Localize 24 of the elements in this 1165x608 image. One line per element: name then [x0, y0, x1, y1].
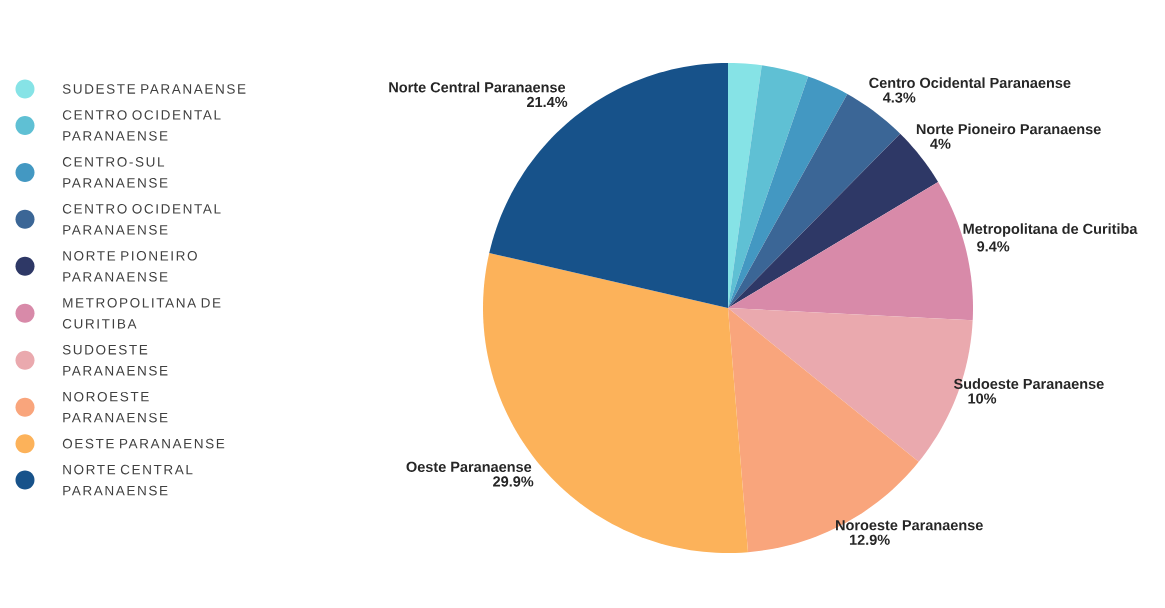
legend-label: SUDESTE PARANAENSE: [62, 84, 246, 94]
legend-label: CENTRO-SUL PARANAENSE: [62, 157, 168, 188]
data-label: 4%: [930, 138, 951, 149]
legend-label: CENTRO OCIDENTAL PARANAENSE: [62, 110, 221, 141]
text: Norte Pioneiro Paranaense: [916, 123, 1101, 135]
text: Metropolitana de Curitiba: [963, 223, 1138, 237]
data-label: 10%: [968, 393, 997, 404]
data-label: 29.9%: [493, 476, 534, 487]
text: Centro Ocidental Paranaense: [869, 77, 1071, 88]
text: Noroeste Paranaense: [836, 520, 983, 531]
text: Norte Central Paranaense: [389, 81, 566, 93]
text: Oeste Paranaense: [406, 461, 532, 472]
legend-label: OESTE PARANAENSE: [62, 438, 225, 449]
legend-label: NORTE CENTRAL PARANAENSE: [63, 464, 193, 496]
text: Sudoeste Paranaense: [953, 378, 1104, 389]
legend-label: NORTE PIONEIRO PARANAENSE: [63, 251, 197, 282]
data-label: 12.9%: [849, 534, 890, 545]
data-label: 4.3%: [882, 92, 916, 103]
legend-label: CENTRO OCIDENTAL PARANAENSE: [62, 204, 221, 235]
data-label: 21.4%: [527, 96, 568, 108]
data-label: 9.4%: [977, 241, 1010, 252]
legend-label: SUDOESTE PARANAENSE: [62, 344, 168, 376]
legend-label: METROPOLITANA DE CURITIBA: [62, 297, 221, 329]
legend-label: NOROESTE PARANAENSE: [63, 391, 168, 423]
